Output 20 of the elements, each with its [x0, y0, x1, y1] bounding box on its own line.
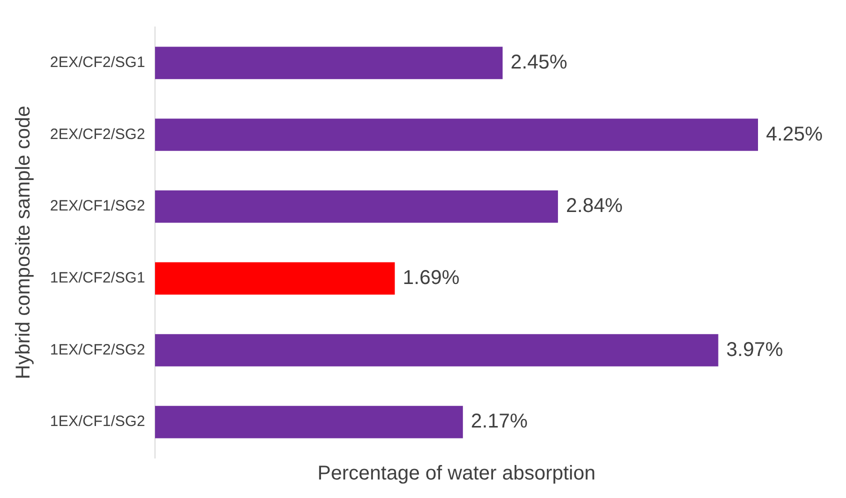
data-label: 4.25% — [766, 123, 823, 146]
y-tick-label: 1EX/CF1/SG2 — [50, 413, 146, 430]
data-label: 3.97% — [726, 338, 784, 361]
y-tick-label: 2EX/CF2/SG1 — [50, 54, 146, 72]
y-tick-label: 2EX/CF2/SG2 — [50, 126, 146, 143]
y-axis-title: Hybrid composite sample code — [12, 106, 35, 380]
bar — [155, 406, 463, 438]
bar — [155, 262, 395, 295]
data-label: 1.69% — [402, 266, 460, 289]
y-tick-label: 1EX/CF2/SG1 — [50, 270, 146, 287]
data-label: 2.45% — [510, 51, 568, 74]
y-tick-label: 2EX/CF1/SG2 — [50, 198, 146, 215]
y-tick-label: 1EX/CF2/SG2 — [50, 341, 146, 358]
bar — [155, 334, 718, 366]
x-axis-title: Percentage of water absorption — [318, 462, 596, 485]
bar — [155, 118, 758, 151]
bar — [155, 190, 558, 223]
bar — [155, 46, 503, 80]
data-label: 2.17% — [470, 410, 528, 433]
data-label: 2.84% — [566, 195, 623, 218]
